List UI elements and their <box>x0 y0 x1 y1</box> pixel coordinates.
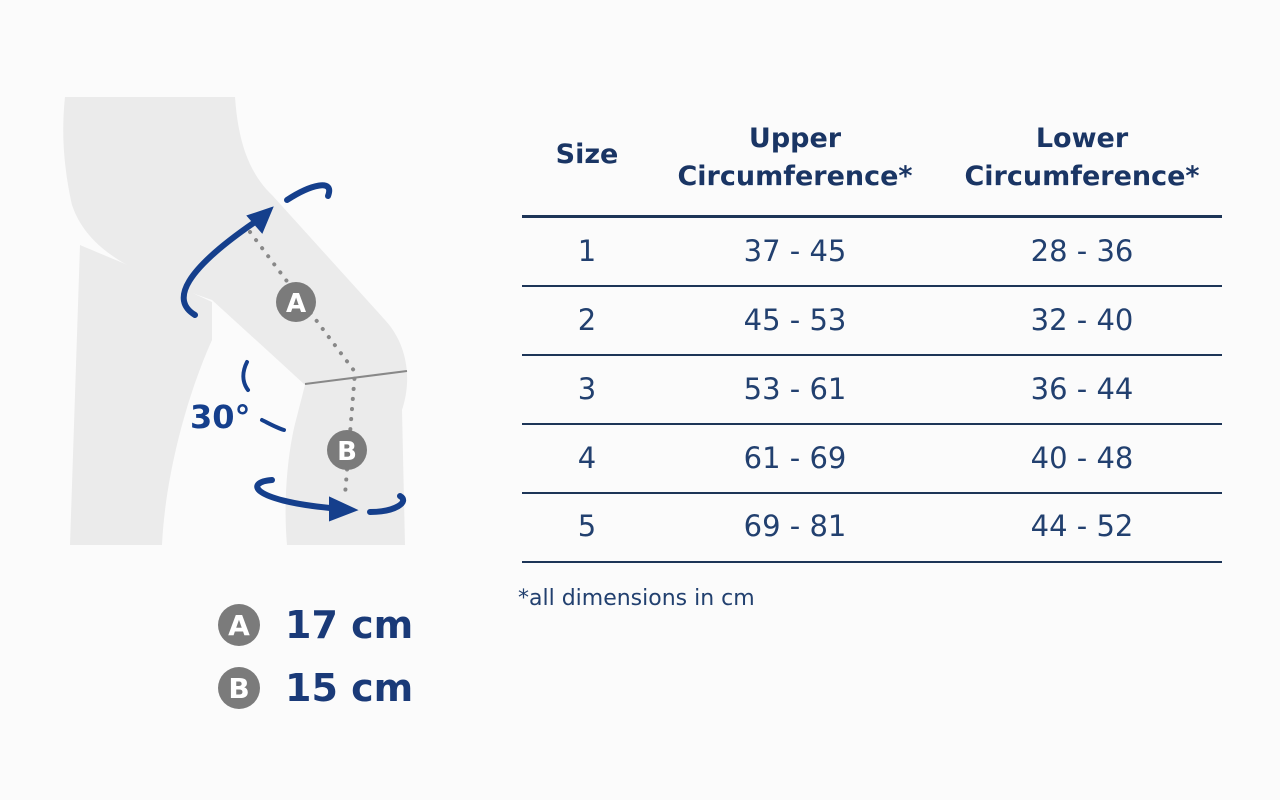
lower-circumference-arrow-icon <box>254 477 407 522</box>
row-divider <box>522 423 1222 425</box>
cell-size: 1 <box>577 234 597 268</box>
header-lower: Lower Circumference* <box>952 120 1212 196</box>
header-lower-line2: Circumference* <box>964 161 1200 192</box>
row-divider <box>522 492 1222 494</box>
back-leg-silhouette <box>70 245 212 545</box>
cell-size: 4 <box>577 441 597 475</box>
header-divider <box>522 215 1222 218</box>
marker-a-badge: A <box>218 604 260 646</box>
knee-line <box>304 370 408 385</box>
cell-size: 3 <box>577 372 597 406</box>
cell-upper: 53 - 61 <box>743 372 847 406</box>
header-upper-line2: Circumference* <box>677 161 913 192</box>
row-divider <box>522 354 1222 356</box>
legend-value-a: 17 cm <box>285 603 414 647</box>
footnote: *all dimensions in cm <box>518 586 755 611</box>
header-size: Size <box>555 139 619 170</box>
row-divider <box>522 561 1222 563</box>
cell-lower: 40 - 48 <box>1030 441 1134 475</box>
marker-b-badge: B <box>218 667 260 709</box>
header-upper: Upper Circumference* <box>665 120 925 196</box>
row-divider <box>522 285 1222 287</box>
cell-upper: 45 - 53 <box>743 303 847 337</box>
cell-lower: 28 - 36 <box>1030 234 1134 268</box>
cell-upper: 61 - 69 <box>743 441 847 475</box>
marker-b: B <box>327 430 367 470</box>
cell-size: 5 <box>577 509 597 543</box>
cell-upper: 37 - 45 <box>743 234 847 268</box>
knee-measurement-diagram: 30° A B <box>63 97 408 545</box>
svg-text:A: A <box>286 289 306 319</box>
cell-lower: 36 - 44 <box>1030 372 1134 406</box>
legend-item-b: B 15 cm <box>218 666 413 710</box>
angle-indicator <box>241 360 286 432</box>
svg-text:B: B <box>337 437 357 467</box>
marker-a: A <box>276 282 316 322</box>
cell-lower: 44 - 52 <box>1030 509 1134 543</box>
header-lower-line1: Lower <box>1035 123 1129 154</box>
legend-item-a: A 17 cm <box>218 603 413 647</box>
cell-upper: 69 - 81 <box>743 509 847 543</box>
cell-size: 2 <box>577 303 597 337</box>
angle-label: 30° <box>190 398 251 436</box>
legend-value-b: 15 cm <box>285 666 414 710</box>
upper-circumference-arrow-icon <box>180 182 333 318</box>
front-leg-silhouette <box>63 97 408 545</box>
cell-lower: 32 - 40 <box>1030 303 1134 337</box>
header-upper-line1: Upper <box>748 123 842 154</box>
